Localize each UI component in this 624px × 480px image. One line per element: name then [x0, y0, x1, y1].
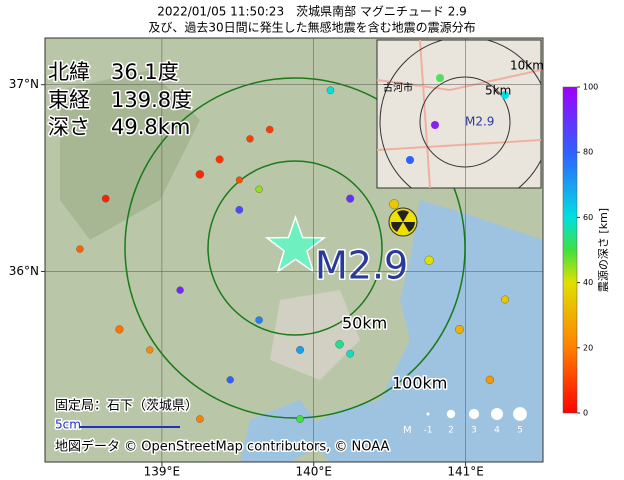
legend-label: 3 [471, 426, 477, 436]
inset-ring [419, 76, 511, 168]
quake [215, 155, 224, 164]
quake [265, 125, 274, 134]
inset-quake [406, 156, 414, 164]
quake [346, 194, 355, 203]
quake [196, 415, 204, 423]
inset-ring [379, 40, 541, 188]
colorbar-tick-label: 80 [583, 148, 593, 157]
colorbar [562, 86, 578, 414]
inset-place: 古河市 [383, 81, 413, 94]
colorbar-label: 震源の深さ [km] [596, 208, 610, 292]
x-tick-label: 140°E [295, 465, 332, 479]
x-tick-label: 139°E [144, 465, 181, 479]
title-line: 及び、過去30日間に発生した無感地震を含む地震の震源分布 [148, 20, 475, 35]
quake [195, 170, 205, 179]
y-tick-label: 37°N [9, 77, 39, 91]
colorbar-tick-label: 60 [583, 213, 593, 222]
legend-marker [491, 408, 503, 420]
quake [296, 415, 304, 423]
legend-marker [426, 412, 430, 416]
legend-label: -1 [424, 426, 433, 436]
quake [255, 316, 263, 324]
inset-ring-label: 5km [485, 84, 511, 98]
quake [115, 325, 124, 334]
urban-area [270, 290, 360, 380]
quake [76, 245, 84, 253]
station: 固定局：石下（茨城県） [55, 399, 198, 414]
colorbar-tick-label: 20 [583, 343, 593, 352]
quake [101, 194, 110, 203]
quake [146, 346, 154, 354]
quake [235, 205, 244, 214]
quake [226, 376, 234, 384]
colorbar-tick-label: 0 [583, 409, 588, 418]
quake [255, 185, 263, 193]
quake [485, 375, 494, 384]
legend-label: 2 [448, 426, 454, 436]
ring-50km [207, 160, 383, 336]
quake [389, 199, 400, 210]
inset-quake [501, 91, 509, 99]
epicenter [264, 214, 327, 274]
quake [424, 255, 434, 265]
info-lon: 東経 139.8度 [48, 88, 192, 112]
quake [176, 286, 184, 294]
legend-title: M [403, 425, 412, 436]
quake [455, 324, 464, 334]
colorbar-tick-label: 40 [583, 278, 593, 287]
sea [300, 200, 543, 462]
legend-label: 4 [494, 426, 500, 436]
inset-magnitude: M2.9 [465, 115, 494, 129]
quake [501, 295, 509, 304]
y-tick-label: 36°N [9, 264, 39, 278]
x-tick-label: 141°E [447, 465, 484, 479]
map-frame [44, 37, 544, 463]
magnitude-label: M2.9 [315, 244, 408, 288]
ring-100km [124, 77, 466, 419]
quake [346, 349, 355, 358]
attribution: 地図データ © OpenStreetMap contributors, © NO… [55, 439, 389, 455]
info-depth: 深さ 49.8km [48, 115, 190, 139]
nuclear-symbol [391, 210, 415, 232]
ring-label: 100km [392, 374, 447, 393]
legend-marker [513, 407, 527, 421]
legend-marker [468, 408, 480, 420]
inset-quake [431, 121, 439, 129]
inset-quake [436, 74, 444, 82]
legend-marker [446, 409, 456, 419]
scale-label: 5cm [55, 418, 81, 432]
colorbar-tick-label: 100 [583, 83, 598, 92]
quake-layer [76, 86, 509, 423]
inset: 5km 10km M2.9 古河市 [376, 39, 544, 189]
quake [335, 340, 344, 349]
quake [296, 345, 305, 354]
ring-label: 50km [342, 314, 387, 333]
quake [326, 86, 335, 95]
legend: -1 2 3 4 5 [424, 407, 527, 436]
inset-frame [376, 39, 542, 189]
quake [246, 135, 254, 143]
title-line: 2022/01/05 11:50:23 茨城県南部 マグニチュード 2.9 [157, 4, 467, 19]
quake [235, 176, 243, 184]
inset-roads [377, 40, 541, 188]
mountains [60, 70, 200, 240]
inset-ring-label: 10km [510, 59, 544, 73]
legend-label: 5 [517, 426, 523, 436]
info-lat: 北緯 36.1度 [48, 60, 179, 84]
